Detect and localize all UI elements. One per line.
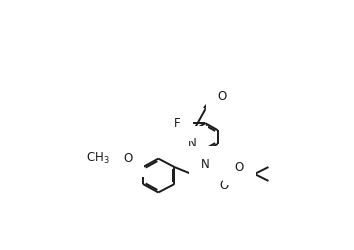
Text: O: O: [235, 160, 244, 173]
Text: O: O: [219, 180, 228, 192]
Text: CH$_3$: CH$_3$: [86, 151, 110, 166]
Text: O: O: [218, 90, 227, 104]
Text: N: N: [188, 138, 196, 150]
Text: F: F: [174, 117, 181, 130]
Text: O: O: [123, 152, 132, 165]
Text: N: N: [201, 158, 210, 171]
